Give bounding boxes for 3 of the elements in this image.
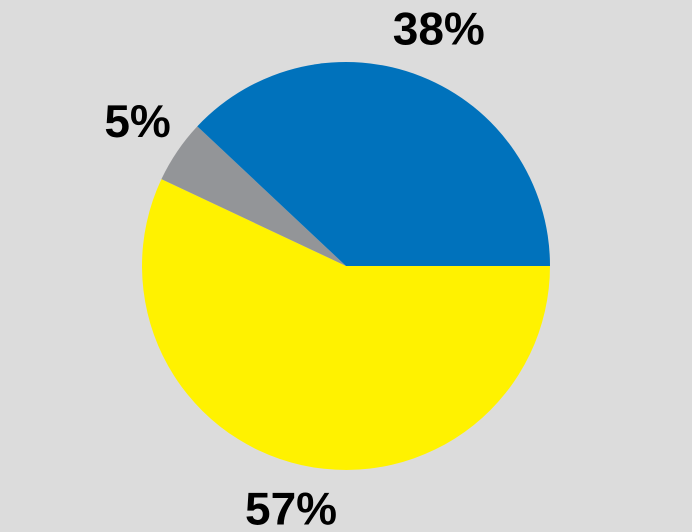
data-label: 38% xyxy=(392,2,485,54)
data-label: 5% xyxy=(104,95,171,148)
data-label: 57% xyxy=(244,482,338,532)
